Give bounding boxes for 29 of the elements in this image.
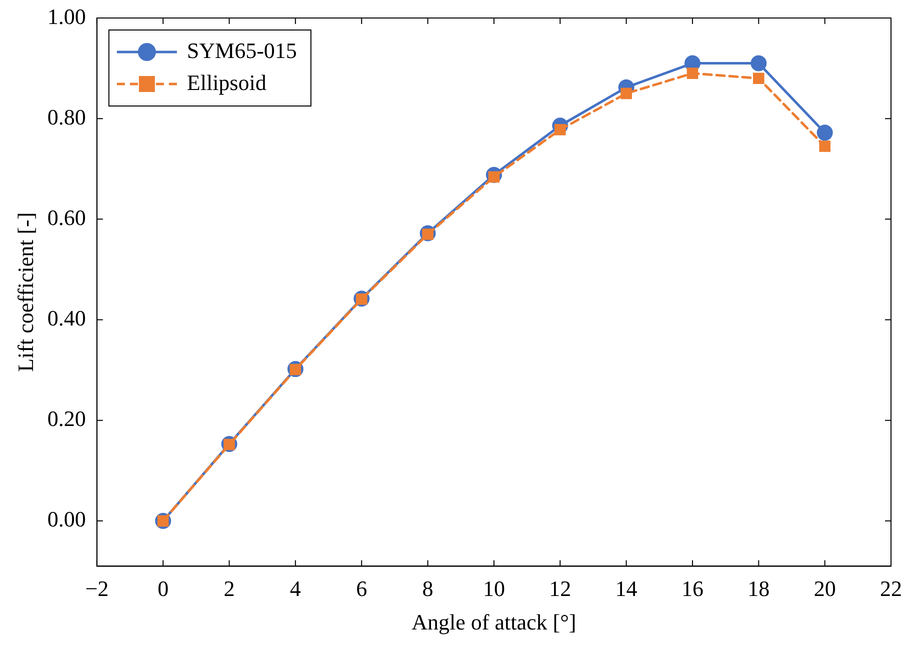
- point: [750, 55, 767, 72]
- x-tick-label: 20: [814, 576, 836, 602]
- x-tick-label: 8: [422, 576, 434, 602]
- x-tick-label: 0: [158, 576, 169, 602]
- y-tick-label: 0.80: [47, 104, 86, 130]
- x-tick-label: −2: [85, 576, 109, 602]
- legend-label: SYM65-015: [186, 38, 297, 63]
- y-tick-label: 0.00: [47, 506, 86, 532]
- point: [819, 140, 830, 152]
- x-tick-label: 12: [549, 576, 572, 602]
- y-tick-label: 0.20: [47, 406, 86, 432]
- x-tick-label: 16: [681, 576, 704, 602]
- x-tick-label: 22: [880, 576, 902, 602]
- x-tick-label: 10: [482, 576, 505, 602]
- point: [752, 72, 764, 84]
- x-tick-label: 2: [224, 576, 235, 602]
- x-tick-label: 4: [290, 576, 301, 602]
- x-tick-label: 18: [748, 576, 770, 602]
- point: [686, 68, 698, 79]
- point: [816, 124, 833, 141]
- point: [620, 88, 632, 100]
- x-tick-label: 14: [615, 576, 638, 602]
- x-tick-label: 6: [356, 576, 368, 602]
- legend-label: Ellipsoid: [186, 70, 266, 95]
- y-tick-label: 0.60: [47, 204, 86, 230]
- y-tick-label: 0.40: [47, 306, 86, 331]
- x-axis-title: Angle of attack [°]: [412, 610, 576, 635]
- y-axis-title: Lift coefficient [-]: [12, 212, 38, 372]
- y-tick-label: 1.00: [47, 4, 86, 29]
